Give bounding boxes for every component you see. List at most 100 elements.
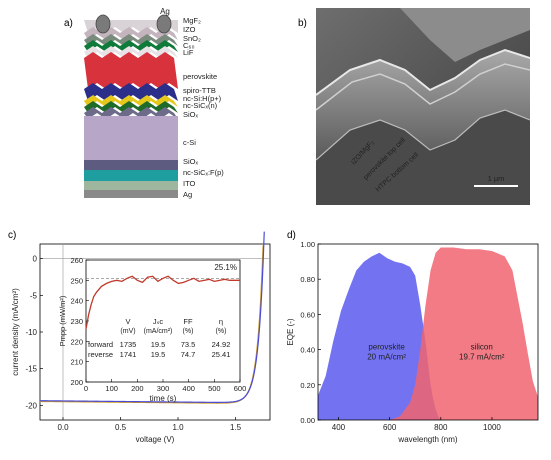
table-row-name: reverse <box>88 350 113 359</box>
inset-x-tick-label: 500 <box>208 384 221 393</box>
x-tick-label: 1.0 <box>172 423 184 432</box>
layer-label-0: MgF₂ <box>183 16 201 25</box>
layer-label-2: SnO₂ <box>183 34 201 43</box>
y-tick-label: -15 <box>25 365 37 374</box>
table-cell: 74.7 <box>181 350 196 359</box>
inset-y-tick-label: 200 <box>70 378 83 387</box>
series-sublabel-perovskite: 20 mA/cm² <box>367 353 406 362</box>
x-tick-label: 600 <box>383 423 397 432</box>
ag-contact-label: Ag <box>160 7 170 16</box>
table-unit: (mA/cm²) <box>144 328 173 335</box>
layer-label-9: SiOₓ <box>183 110 199 119</box>
table-cell: 25.41 <box>212 350 231 359</box>
layer-label-5: perovskite <box>183 72 217 81</box>
layer-label-11: SiOₓ <box>183 157 199 166</box>
table-unit: (%) <box>183 328 194 335</box>
layer-label-7: nc-Si:H(p+) <box>183 94 222 103</box>
inset-x-tick-label: 100 <box>105 384 118 393</box>
layer-label-4: LiF <box>183 48 194 57</box>
table-cell: 1741 <box>120 350 137 359</box>
plot-frame <box>317 243 539 421</box>
inset-y-axis-label: Pmpp (mW/m²) <box>58 295 67 346</box>
x-axis-label: voltage (V) <box>136 435 175 444</box>
table-header: V <box>125 317 130 326</box>
inset-x-tick-label: 400 <box>182 384 195 393</box>
inset-frame <box>85 259 241 383</box>
inset-x-tick-label: 300 <box>157 384 170 393</box>
panel-b-label: b) <box>298 18 307 29</box>
inset-y-tick-label: 220 <box>70 337 83 346</box>
panel-a-label: a) <box>64 18 73 29</box>
table-unit: (mV) <box>120 328 135 335</box>
scale-bar-label: 1 µm <box>488 174 505 183</box>
layer-6 <box>84 83 178 101</box>
layer-label-1: IZO <box>183 25 196 34</box>
table-cell: 19.5 <box>151 340 166 349</box>
table-unit: (%) <box>216 328 227 335</box>
y-axis-label: EQE (-) <box>286 318 295 345</box>
x-tick-label: 800 <box>434 423 448 432</box>
series-label-perovskite: perovskite <box>368 343 405 352</box>
inset-x-axis-label: time (s) <box>150 394 177 403</box>
x-axis-label: wavelength (nm) <box>397 435 457 444</box>
inset-y-tick-label: 260 <box>70 256 83 265</box>
y-tick-label: 0 <box>33 255 38 264</box>
layer-label-6: spiro-TTB <box>183 86 216 95</box>
inset-y-tick-label: 230 <box>70 317 83 326</box>
layer-label-13: ITO <box>183 179 196 188</box>
layer-5 <box>84 52 178 89</box>
y-tick-label: 0.80 <box>300 275 315 284</box>
x-tick-label: 1.5 <box>230 423 242 432</box>
table-header: Jₛᴄ <box>153 317 164 326</box>
layer-label-10: c-Si <box>183 138 196 147</box>
x-tick-label: 0.5 <box>115 423 127 432</box>
eqe-chart: 400 600 800 1000 0.00 0.20 0.40 0.60 0.80 1.00 wav… <box>286 240 539 444</box>
sem-image <box>316 8 530 205</box>
layer-label-8: nc-SiCₓ(n) <box>183 101 218 110</box>
layer-label-12: nc-SiCₓ:F(p) <box>183 168 224 177</box>
y-tick-label: 0.20 <box>300 381 315 390</box>
inset-series <box>85 275 240 330</box>
layer-13 <box>84 181 178 190</box>
y-axis-label: current density (mA/cm²) <box>11 288 20 376</box>
inset-y-tick-label: 250 <box>70 276 83 285</box>
eqe-area-silicon <box>389 247 538 420</box>
table-header: η <box>219 317 223 326</box>
table-cell: 24.92 <box>212 340 231 349</box>
inset-annotation: 25.1% <box>214 263 237 272</box>
table-cell: 73.5 <box>181 340 196 349</box>
series-sublabel-silicon: 19.7 mA/cm² <box>459 353 505 362</box>
inset-y-tick-label: 210 <box>70 358 83 367</box>
layer-label-3: C₆₀ <box>183 41 195 50</box>
panel-d-label: d) <box>287 230 296 241</box>
layer-label-14: Ag <box>183 190 192 199</box>
layer-10 <box>84 116 178 160</box>
eqe-area-perovskite <box>318 252 441 420</box>
y-tick-label: 1.00 <box>300 240 315 249</box>
panel-c-label: c) <box>8 230 16 241</box>
y-tick-label: 0.00 <box>300 416 315 425</box>
y-tick-label: -20 <box>25 401 37 410</box>
inset-x-tick-label: 600 <box>234 384 247 393</box>
inset-x-tick-label: 200 <box>131 384 144 393</box>
table-header: FF <box>183 317 193 326</box>
x-tick-label: 1000 <box>483 423 501 432</box>
y-tick-label: 0.40 <box>300 346 315 355</box>
inset-y-tick-label: 240 <box>70 297 83 306</box>
y-tick-label: 0.60 <box>300 310 315 319</box>
jv-series-reverse <box>39 231 265 403</box>
x-tick-label: 400 <box>332 423 346 432</box>
layer-12 <box>84 170 178 181</box>
layer-stack <box>84 14 178 198</box>
layer-14 <box>84 190 178 198</box>
y-tick-label: -10 <box>25 328 37 337</box>
series-label-silicon: silicon <box>471 343 493 352</box>
x-tick-label: 0.0 <box>57 423 69 432</box>
table-row-name: forward <box>88 340 113 349</box>
ag-contact-right <box>156 14 172 34</box>
inset-x-tick-label: 0 <box>84 384 88 393</box>
jv-series-forward <box>39 245 264 404</box>
y-tick-label: -5 <box>30 291 38 300</box>
table-cell: 19.5 <box>151 350 166 359</box>
